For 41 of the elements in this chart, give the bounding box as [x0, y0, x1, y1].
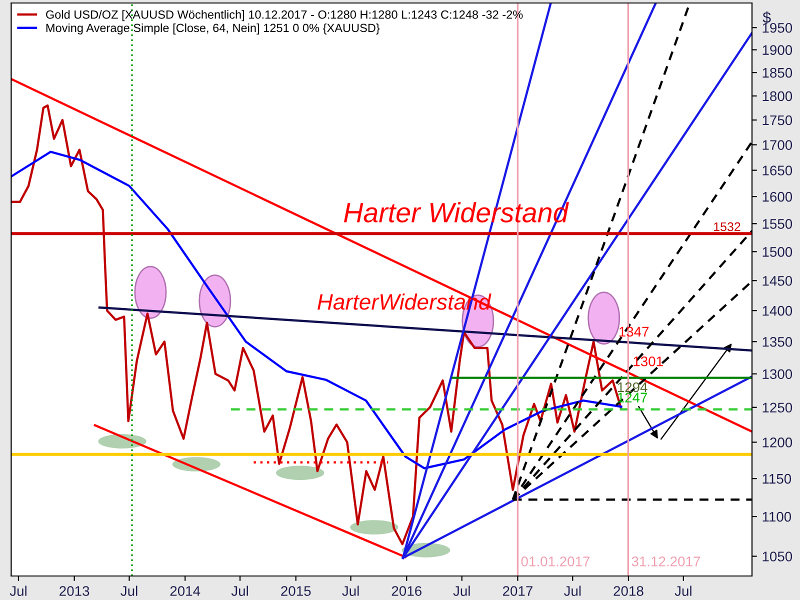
y-tick-label: 1750 — [762, 115, 792, 126]
x-tick-label: 2014 — [170, 586, 200, 596]
legend-label: Gold USD/OZ [XAUUSD Wöchentlich] 10.12.2017 - O:1280 H:1280 L:1243 C:1248 -32 -2% — [46, 10, 523, 22]
y-tick-label: 1800 — [762, 91, 792, 102]
y-tick-label: 1400 — [762, 306, 792, 316]
y-tick-label: 1250 — [762, 402, 792, 413]
y-tick-label: 1600 — [762, 192, 792, 202]
y-tick-label: 1150 — [762, 474, 792, 484]
annotation: 1301 — [634, 356, 663, 366]
y-tick-label: 1050 — [762, 552, 792, 562]
y-tick-label: 1450 — [762, 276, 792, 286]
y-tick-label: 1700 — [762, 140, 792, 150]
y-tick-label: 1100 — [762, 512, 792, 522]
x-tick-label: Jul — [120, 586, 138, 596]
y-tick-label: 1950 — [762, 22, 792, 33]
x-tick-label: 2013 — [60, 586, 90, 596]
annotation: 1294 — [618, 382, 648, 392]
x-tick-label: 2015 — [281, 586, 311, 596]
legend-label: Moving Average Simple [Close, 64, Nein] 1251 0 0% {XAUUSD} — [46, 23, 380, 34]
y-tick-label: 1900 — [762, 45, 792, 55]
ref-line-label: 1532 — [714, 222, 740, 232]
y-tick-label: 1200 — [762, 438, 792, 448]
x-tick-label: Jul — [342, 586, 359, 596]
x-tick-label: Jul — [231, 586, 248, 596]
y-tick-label: 1550 — [762, 218, 792, 229]
ref-line-label: 01.01.2017 — [521, 556, 590, 566]
y-tick-label: 1650 — [762, 166, 792, 176]
y-tick-label: 1350 — [762, 336, 792, 347]
x-tick-label: Jul — [674, 586, 692, 596]
annotation: 1347 — [619, 326, 649, 337]
y-axis-title: $ — [762, 11, 771, 24]
y-tick-label: 1500 — [762, 246, 792, 257]
x-tick-label: 2016 — [392, 586, 422, 596]
ref-line-label: 31.12.2017 — [632, 556, 700, 566]
x-tick-label: 2018 — [614, 586, 644, 596]
x-tick-label: Jul — [453, 586, 470, 596]
x-tick-label: 2017 — [502, 586, 532, 596]
x-tick-label: Jul — [564, 586, 581, 596]
y-tick-label: 1850 — [762, 68, 792, 78]
y-tick-label: 1300 — [762, 369, 792, 380]
x-tick-label: Jul — [10, 586, 26, 596]
